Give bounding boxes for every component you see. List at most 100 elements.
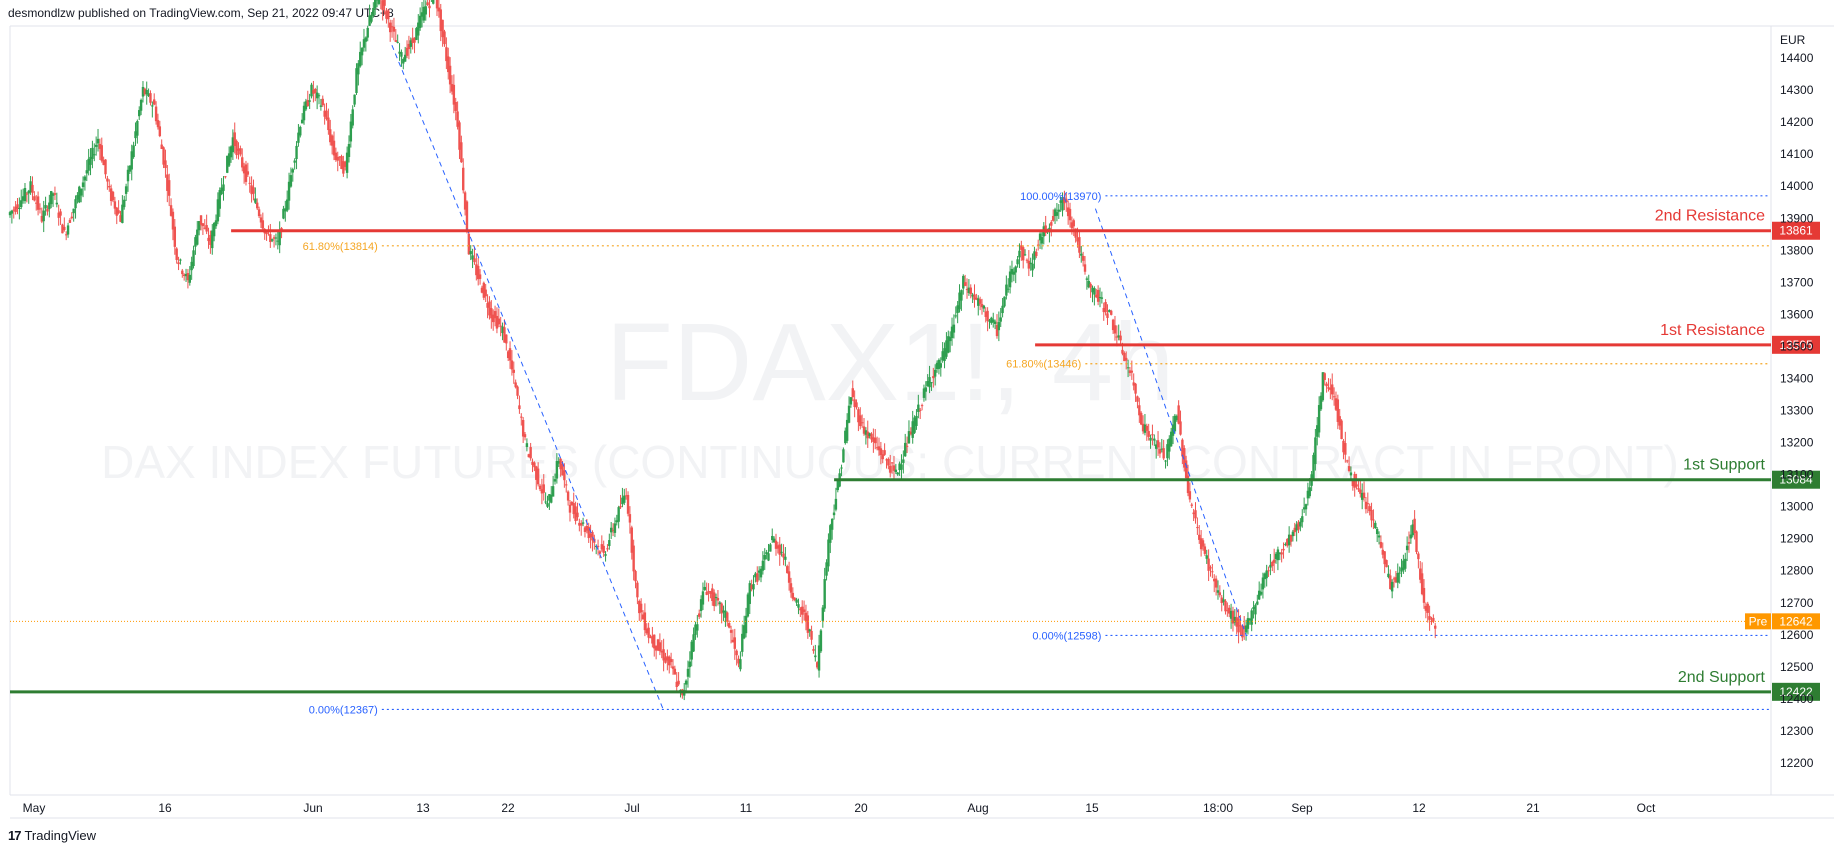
fib-level-label: 100.00%(13970) (1020, 191, 1101, 203)
candle-body (454, 101, 457, 111)
candle-body (1319, 395, 1323, 410)
candle-body (70, 216, 74, 219)
candle-body (718, 602, 722, 605)
candle-body (514, 382, 517, 388)
candle-body (297, 132, 300, 143)
candle-body (362, 39, 366, 48)
candle-body (40, 215, 44, 222)
candle-body (746, 594, 750, 617)
candle-body (482, 282, 486, 298)
y-tick-label: 14300 (1780, 83, 1814, 97)
candle-body (383, 0, 386, 6)
candle-body (153, 99, 156, 105)
candle-body (1233, 616, 1237, 623)
candle-body (724, 610, 727, 618)
candle-body (345, 152, 349, 173)
candle-body (933, 369, 937, 377)
candle-body (314, 88, 317, 93)
candle-body (774, 540, 778, 549)
candle-body (209, 234, 212, 245)
candle-body (1229, 610, 1233, 619)
candle-body (394, 40, 398, 42)
candle-body (162, 147, 165, 165)
candle-body (1175, 416, 1178, 420)
candle-body (520, 416, 523, 418)
candle-body (771, 535, 774, 541)
candle-body (443, 31, 446, 45)
candle-body (491, 314, 495, 323)
candle-body (836, 480, 839, 491)
candle-body (265, 231, 268, 235)
candle-body (347, 143, 351, 157)
candle-body (1216, 590, 1220, 593)
candle-body (1261, 577, 1265, 590)
candle-body (132, 145, 135, 158)
candle-body (87, 158, 90, 171)
candle-body (1344, 443, 1347, 455)
candle-body (257, 209, 261, 217)
level-price-badge (1772, 335, 1820, 354)
candle-body (673, 668, 677, 675)
candle-body (147, 93, 150, 97)
candle-body (1355, 484, 1358, 487)
candle-body (81, 182, 85, 187)
candle-body (272, 237, 276, 239)
candle-body (1301, 516, 1304, 523)
time-axis[interactable]: May 16 Jun 13 22 Jul 11 20 Aug 15 18:00 Sep 12 21 Oct (23, 801, 1656, 815)
candle-body (1282, 548, 1285, 551)
candle-body (988, 320, 991, 322)
candle-body (1295, 524, 1298, 531)
candle-body (203, 227, 206, 229)
level-name-label: 1st Support (1683, 457, 1765, 474)
candle-body (344, 161, 347, 167)
candle-body (1207, 558, 1210, 571)
candle-body (1091, 287, 1094, 293)
candle-body (1008, 271, 1012, 288)
candle-body (74, 199, 77, 209)
candle-body (778, 544, 781, 555)
candle-body (463, 192, 467, 210)
candle-body (1199, 538, 1203, 550)
candle-body (793, 597, 796, 601)
candle-body (969, 287, 972, 294)
candle-body (845, 419, 849, 441)
candle-body (1327, 387, 1330, 389)
candle-body (924, 387, 928, 392)
candle-body (278, 229, 281, 246)
candle-body (1357, 488, 1360, 490)
fib-leg-line (391, 45, 664, 710)
candle-body (677, 680, 680, 685)
candle-body (917, 404, 920, 412)
fib-level-label: 0.00%(12598) (1032, 630, 1101, 642)
candle-body (1126, 367, 1130, 369)
candle-body (915, 416, 918, 426)
candle-body (975, 297, 978, 300)
candle-body (181, 270, 184, 275)
pre-badge-label: Pre (1749, 614, 1768, 628)
price-axis[interactable]: 14400 14300 14200 14100 14000 13900 13800 13700… (1780, 51, 1814, 770)
candle-body (866, 431, 869, 439)
candle-body (1332, 396, 1336, 398)
candle-body (928, 377, 931, 388)
candle-body (585, 525, 589, 531)
candle-body (506, 351, 510, 359)
candle-body (76, 195, 79, 200)
candle-body (85, 170, 88, 174)
candle-body (1297, 522, 1300, 530)
candle-body (334, 152, 338, 160)
candle-body (184, 273, 188, 277)
candle-body (179, 259, 182, 261)
candle-body (8, 212, 12, 216)
candle-body (1417, 553, 1420, 560)
candle-body (1115, 336, 1119, 338)
candle-body (1342, 440, 1345, 453)
candle-body (990, 317, 993, 323)
candle-body (992, 319, 995, 323)
candle-body (890, 462, 894, 464)
candle-body (1205, 555, 1208, 559)
candle-body (1050, 222, 1053, 226)
candle-body (1364, 501, 1368, 510)
candle-body (1003, 296, 1006, 307)
candle-body (1125, 357, 1128, 361)
